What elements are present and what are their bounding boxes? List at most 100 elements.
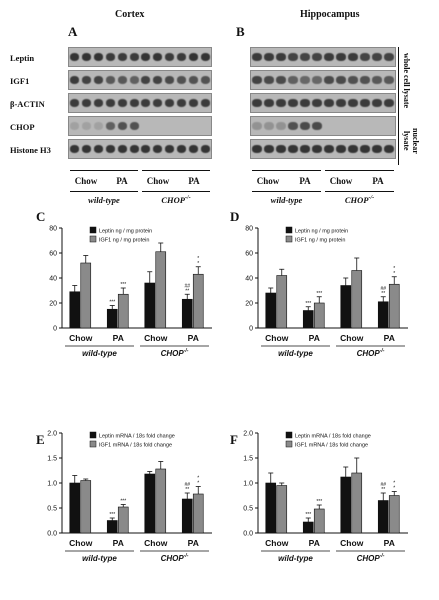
blot-band: [105, 122, 115, 130]
legend-swatch: [285, 440, 293, 448]
category-label: Chow: [69, 333, 93, 343]
blot-band: [360, 145, 370, 153]
blot-band: [372, 145, 382, 153]
blot-band: [153, 53, 163, 61]
blot-band: [141, 53, 151, 61]
legend-label: IGF1 mRNA / 18s fold change: [99, 443, 172, 449]
bar: [181, 298, 193, 329]
genotype-superscript: -/-: [184, 553, 189, 559]
bar: [388, 283, 400, 329]
blot-band: [176, 53, 186, 61]
blot-band: [105, 145, 115, 153]
legend-label: Leptin mRNA / 18s fold change: [295, 434, 371, 440]
bar-chart-hippocampus-protein: 0 20 40 60 80 Leptin ng / mg protein IGF1 ng /…: [245, 226, 408, 358]
genotype-superscript: -/-: [380, 348, 385, 354]
blot-band: [300, 122, 310, 130]
blot-band: [129, 122, 139, 130]
blot-band: [288, 76, 298, 84]
panel-label-b: B: [236, 24, 245, 39]
blot-band: [348, 99, 358, 107]
category-label: Chow: [340, 538, 364, 548]
panel-label-a: A: [68, 24, 78, 39]
blot-strip-row: [250, 139, 396, 159]
blot-band: [312, 76, 322, 84]
blot-band: [372, 53, 382, 61]
significance-mark: **: [185, 288, 189, 294]
blot-band: [276, 76, 286, 84]
blot-band: [165, 53, 175, 61]
blot-band: [252, 145, 262, 153]
genotype-label-wild-type: wild-type: [82, 349, 117, 358]
genotype-label-wild-type: wild-type: [88, 195, 120, 205]
blot-band: [312, 99, 322, 107]
legend-label: IGF1 ng / mg protein: [295, 238, 345, 244]
bar: [276, 485, 288, 534]
blot-strip-row: [68, 47, 212, 67]
y-tick-label: 1.5: [243, 456, 253, 463]
bracket-whole-cell: [398, 47, 401, 117]
legend-swatch: [285, 226, 293, 234]
y-tick-label: 0.0: [243, 531, 253, 538]
legend-swatch: [285, 431, 293, 439]
bar: [265, 482, 277, 534]
group-label-chow: Chow: [146, 176, 170, 186]
blot-band: [264, 76, 274, 84]
bracket-nuclear: [398, 117, 401, 165]
blot-band: [336, 99, 346, 107]
blot-band: [300, 53, 310, 61]
blot-label-igf1: IGF1: [10, 76, 30, 86]
blot-band: [141, 99, 151, 107]
significance-mark: *: [393, 266, 395, 272]
bar: [192, 493, 204, 534]
blot-band: [70, 99, 80, 107]
bracket-chop-lower: [142, 191, 210, 192]
blot-band: [70, 145, 80, 153]
y-tick-label: 20: [245, 301, 253, 308]
blot-band: [200, 145, 210, 153]
blot-band: [312, 145, 322, 153]
bar: [276, 275, 288, 329]
blot-band: [94, 76, 104, 84]
legend-swatch: [89, 431, 97, 439]
genotype-label-wild-type: wild-type: [278, 349, 313, 358]
blot-band: [372, 76, 382, 84]
significance-mark: **: [381, 487, 385, 493]
blot-band: [384, 76, 394, 84]
bar: [377, 500, 389, 534]
category-label: PA: [113, 538, 124, 548]
legend-swatch: [89, 235, 97, 243]
bracket-chop-lower: [325, 191, 394, 192]
blot-label-beta-actin: β-ACTIN: [10, 99, 45, 109]
bar: [351, 472, 363, 534]
blot-band: [252, 53, 262, 61]
bar: [377, 301, 389, 329]
blot-band: [384, 99, 394, 107]
blot-band: [129, 53, 139, 61]
genotype-label-wild-type: wild-type: [278, 554, 313, 563]
category-label: PA: [309, 333, 320, 343]
blot-band: [288, 145, 298, 153]
significance-mark: ##: [380, 286, 386, 292]
blot-band: [252, 99, 262, 107]
category-label: PA: [384, 333, 395, 343]
blot-band: [348, 145, 358, 153]
blot-band: [276, 53, 286, 61]
bar: [340, 476, 352, 534]
blot-band: [141, 145, 151, 153]
blot-band: [312, 53, 322, 61]
blot-band: [360, 99, 370, 107]
significance-mark: *: [393, 271, 395, 277]
legend-swatch: [285, 235, 293, 243]
blot-band: [312, 122, 322, 130]
bar: [302, 310, 314, 329]
bracket-chop: [325, 170, 394, 171]
bar: [144, 282, 156, 329]
significance-mark: **: [381, 291, 385, 297]
y-tick-label: 0.5: [47, 506, 57, 513]
blot-band: [252, 76, 262, 84]
blot-strip-row: [68, 116, 212, 136]
significance-mark: *: [197, 261, 199, 267]
category-label: Chow: [144, 538, 168, 548]
panel-label-d: D: [230, 209, 240, 224]
bar-chart-hippocampus-mrna: 0.0 0.5 1.0 1.5 2.0 Leptin mRNA / 18s fold ch…: [243, 431, 408, 563]
